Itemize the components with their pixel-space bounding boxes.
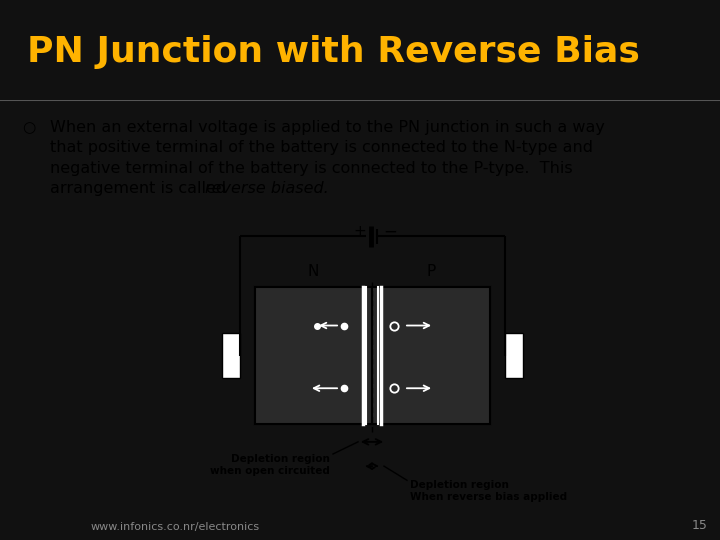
Text: When an external voltage is applied to the PN junction in such a way: When an external voltage is applied to t… [50, 120, 605, 135]
Point [0, 536, 4, 540]
Text: P: P [426, 264, 436, 279]
Text: ○: ○ [22, 120, 35, 135]
Text: that positive terminal of the battery is connected to the N-type and: that positive terminal of the battery is… [50, 140, 593, 156]
Bar [505, 333, 523, 378]
Bar [255, 287, 490, 424]
Text: 15: 15 [692, 519, 708, 532]
Text: www.infonics.co.nr/electronics: www.infonics.co.nr/electronics [91, 522, 260, 532]
Text: Depletion region
When reverse bias applied: Depletion region When reverse bias appli… [410, 480, 567, 502]
Bar [222, 333, 240, 378]
Bar [372, 287, 490, 424]
Text: Depletion region
when open circuited: Depletion region when open circuited [210, 454, 330, 476]
Text: +: + [354, 224, 366, 239]
Text: arrangement is called: arrangement is called [50, 181, 231, 196]
Point [0, 536, 5, 540]
Text: reverse biased.: reverse biased. [205, 181, 329, 196]
Bar [372, 287, 490, 424]
Text: −: − [383, 222, 397, 240]
Bar [255, 287, 372, 424]
Bar [255, 287, 372, 424]
Text: negative terminal of the battery is connected to the P-type.  This: negative terminal of the battery is conn… [50, 160, 572, 176]
Text: N: N [307, 264, 319, 279]
Text: PN Junction with Reverse Bias: PN Junction with Reverse Bias [27, 35, 640, 69]
